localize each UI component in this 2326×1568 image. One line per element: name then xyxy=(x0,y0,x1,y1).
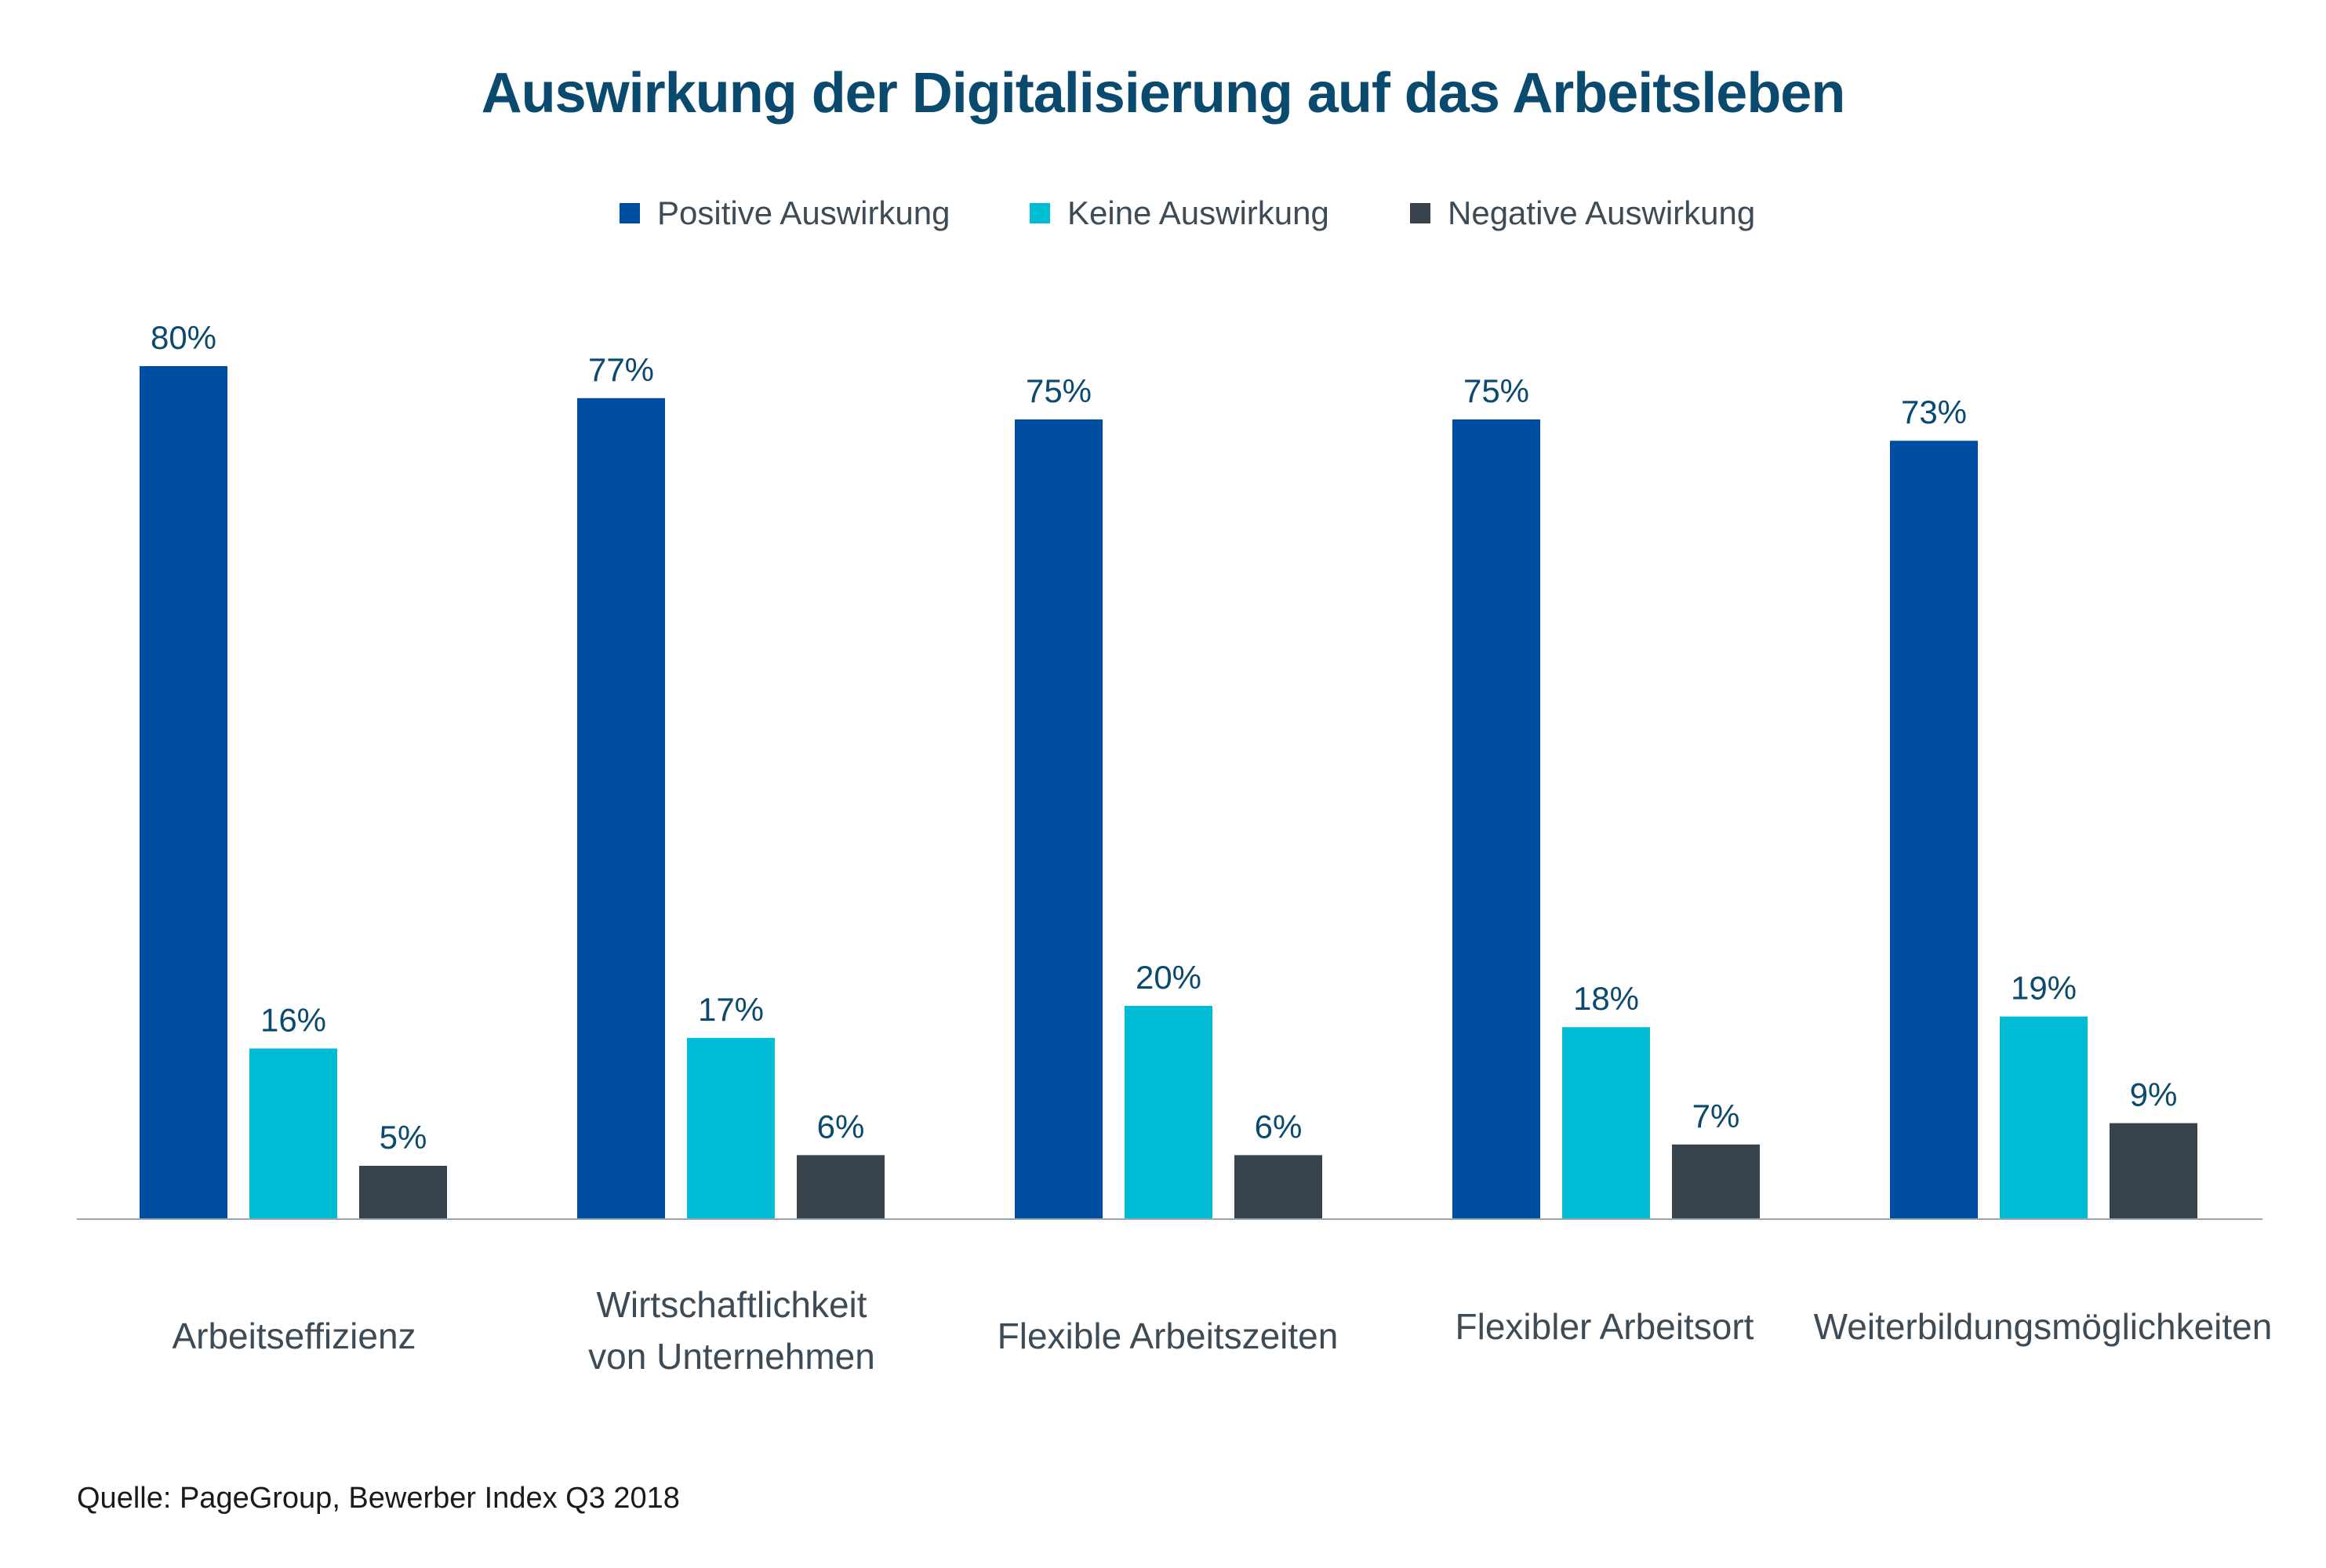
data-label-positive-1: 80% xyxy=(151,319,216,356)
legend-label-keine: Keine Auswirkung xyxy=(1067,194,1329,231)
legend-swatch-negative xyxy=(1410,203,1430,223)
data-label-positive-2: 77% xyxy=(588,351,654,388)
legend-item-positive: Positive Auswirkung xyxy=(620,194,950,232)
bar-negative-5 xyxy=(2110,1123,2197,1219)
legend: Positive Auswirkung Keine Auswirkung Neg… xyxy=(0,194,2326,241)
legend-item-negative: Negative Auswirkung xyxy=(1410,194,1755,232)
data-label-negative-2: 6% xyxy=(817,1108,865,1145)
bar-keine-1 xyxy=(249,1048,337,1219)
category-label-line: Weiterbildungsmöglichkeiten xyxy=(1814,1306,2273,1347)
bar-negative-1 xyxy=(359,1166,447,1219)
data-label-negative-3: 6% xyxy=(1255,1108,1303,1145)
data-label-keine-1: 16% xyxy=(260,1001,326,1038)
data-label-negative-4: 7% xyxy=(1692,1098,1740,1134)
bar-keine-5 xyxy=(2000,1016,2088,1219)
category-label-line: Wirtschaftlichkeit xyxy=(596,1284,867,1325)
data-label-positive-4: 75% xyxy=(1463,372,1529,409)
category-label-4: Flexibler Arbeitsort xyxy=(1456,1306,1754,1347)
bar-positive-3 xyxy=(1015,419,1103,1219)
bar-keine-4 xyxy=(1562,1027,1650,1219)
category-label-1: Arbeitseffizienz xyxy=(172,1316,416,1356)
bar-positive-2 xyxy=(577,397,665,1219)
category-label-3: Flexible Arbeitszeiten xyxy=(998,1316,1339,1356)
data-label-positive-5: 73% xyxy=(1901,394,1967,430)
category-label-5: Weiterbildungsmöglichkeiten xyxy=(1814,1306,2273,1347)
bar-keine-2 xyxy=(687,1037,775,1219)
legend-swatch-keine xyxy=(1030,203,1050,223)
legend-item-keine: Keine Auswirkung xyxy=(1030,194,1329,232)
category-label-line: Flexible Arbeitszeiten xyxy=(998,1316,1339,1356)
data-label-keine-3: 20% xyxy=(1136,959,1201,996)
data-label-negative-1: 5% xyxy=(380,1119,427,1156)
data-label-keine-5: 19% xyxy=(2011,970,2077,1007)
bar-positive-5 xyxy=(1890,441,1978,1219)
data-label-keine-4: 18% xyxy=(1573,980,1639,1017)
data-label-negative-5: 9% xyxy=(2130,1076,2178,1113)
legend-label-negative: Negative Auswirkung xyxy=(1448,194,1756,231)
chart-title: Auswirkung der Digitalisierung auf das A… xyxy=(481,62,1846,125)
bar-negative-3 xyxy=(1234,1155,1322,1219)
source-note: Quelle: PageGroup, Bewerber Index Q3 201… xyxy=(77,1482,680,1515)
data-label-positive-3: 75% xyxy=(1026,372,1092,409)
legend-swatch-positive xyxy=(620,203,640,223)
bar-positive-1 xyxy=(140,366,227,1219)
bar-negative-4 xyxy=(1672,1144,1760,1219)
data-label-keine-2: 17% xyxy=(698,991,764,1028)
bar-positive-4 xyxy=(1452,419,1540,1219)
bar-keine-3 xyxy=(1125,1006,1212,1219)
category-label-line: von Unternehmen xyxy=(588,1336,875,1377)
legend-label-positive: Positive Auswirkung xyxy=(657,194,950,231)
category-label-line: Arbeitseffizienz xyxy=(172,1316,416,1356)
bar-negative-2 xyxy=(797,1155,885,1219)
category-label-2: Wirtschaftlichkeit von Unternehmen xyxy=(588,1284,875,1377)
category-label-line: Flexibler Arbeitsort xyxy=(1456,1306,1754,1347)
